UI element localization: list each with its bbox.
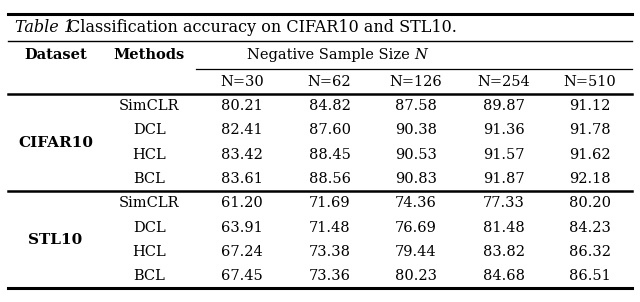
Text: DCL: DCL — [133, 124, 166, 137]
Text: BCL: BCL — [134, 172, 165, 186]
Text: Negative Sample Size: Negative Sample Size — [246, 48, 414, 62]
Text: 73.36: 73.36 — [308, 269, 351, 283]
Text: 87.60: 87.60 — [308, 124, 351, 137]
Text: 71.69: 71.69 — [308, 196, 350, 210]
Text: 91.87: 91.87 — [483, 172, 525, 186]
Text: 91.78: 91.78 — [569, 124, 611, 137]
Text: 83.82: 83.82 — [483, 245, 525, 259]
Text: 86.51: 86.51 — [569, 269, 611, 283]
Text: 87.58: 87.58 — [395, 99, 436, 113]
Text: 73.38: 73.38 — [308, 245, 351, 259]
Text: STL10: STL10 — [28, 233, 83, 247]
Text: SimCLR: SimCLR — [119, 99, 180, 113]
Text: 67.45: 67.45 — [221, 269, 263, 283]
Text: N=62: N=62 — [308, 75, 351, 88]
Text: 81.48: 81.48 — [483, 221, 525, 235]
Text: SimCLR: SimCLR — [119, 196, 180, 210]
Text: 86.32: 86.32 — [569, 245, 611, 259]
Text: N=126: N=126 — [389, 75, 442, 88]
Text: 84.23: 84.23 — [569, 221, 611, 235]
Text: Table 1.: Table 1. — [15, 19, 79, 36]
Text: HCL: HCL — [132, 245, 166, 259]
Text: 91.62: 91.62 — [569, 148, 611, 162]
Text: 82.41: 82.41 — [221, 124, 263, 137]
Text: 84.68: 84.68 — [483, 269, 525, 283]
Text: 92.18: 92.18 — [569, 172, 611, 186]
Text: Dataset: Dataset — [24, 48, 87, 62]
Text: 80.21: 80.21 — [221, 99, 263, 113]
Text: N=510: N=510 — [564, 75, 616, 88]
Text: N=254: N=254 — [478, 75, 531, 88]
Text: 91.36: 91.36 — [483, 124, 525, 137]
Text: Classification accuracy on CIFAR10 and STL10.: Classification accuracy on CIFAR10 and S… — [68, 19, 458, 36]
Text: 89.87: 89.87 — [483, 99, 525, 113]
Text: 63.91: 63.91 — [221, 221, 263, 235]
Text: 74.36: 74.36 — [395, 196, 436, 210]
Text: 61.20: 61.20 — [221, 196, 263, 210]
Text: 91.12: 91.12 — [569, 99, 611, 113]
Text: HCL: HCL — [132, 148, 166, 162]
Text: N: N — [414, 48, 427, 62]
Text: 67.24: 67.24 — [221, 245, 263, 259]
Text: BCL: BCL — [134, 269, 165, 283]
Text: 90.83: 90.83 — [395, 172, 436, 186]
Text: 91.57: 91.57 — [483, 148, 525, 162]
Text: 84.82: 84.82 — [308, 99, 351, 113]
Text: 83.42: 83.42 — [221, 148, 263, 162]
Text: 80.23: 80.23 — [395, 269, 436, 283]
Text: 77.33: 77.33 — [483, 196, 525, 210]
Text: 90.53: 90.53 — [395, 148, 436, 162]
Text: N=30: N=30 — [220, 75, 264, 88]
Text: 90.38: 90.38 — [395, 124, 436, 137]
Text: 79.44: 79.44 — [395, 245, 436, 259]
Text: 83.61: 83.61 — [221, 172, 263, 186]
Text: 88.45: 88.45 — [308, 148, 351, 162]
Text: 71.48: 71.48 — [308, 221, 350, 235]
Text: Methods: Methods — [114, 48, 185, 62]
Text: 80.20: 80.20 — [569, 196, 611, 210]
Text: CIFAR10: CIFAR10 — [18, 136, 93, 149]
Text: 88.56: 88.56 — [308, 172, 351, 186]
Text: 76.69: 76.69 — [395, 221, 436, 235]
Text: DCL: DCL — [133, 221, 166, 235]
